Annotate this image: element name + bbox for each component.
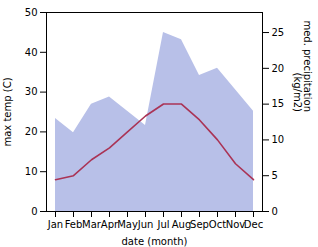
svg-text:20: 20 [25,126,38,137]
svg-text:med. precipitation(kg/m2): med. precipitation(kg/m2) [292,20,313,112]
svg-text:Jan: Jan [47,219,63,230]
svg-text:10: 10 [25,166,38,177]
svg-text:date (month): date (month) [122,236,188,247]
svg-text:40: 40 [25,47,38,58]
svg-text:30: 30 [25,86,38,97]
svg-text:20: 20 [272,63,285,74]
svg-text:max temp (C): max temp (C) [2,77,13,146]
svg-text:Mar: Mar [82,219,102,230]
svg-text:Aug: Aug [172,219,192,230]
svg-text:50: 50 [25,7,38,18]
svg-text:Jun: Jun [137,219,154,230]
svg-text:May: May [117,219,138,230]
svg-text:Apr: Apr [100,218,119,230]
svg-text:Jul: Jul [156,219,169,230]
svg-text:Nov: Nov [226,219,246,230]
svg-text:Dec: Dec [244,219,263,230]
svg-text:Sep: Sep [190,219,209,230]
svg-text:25: 25 [272,27,285,38]
svg-text:0: 0 [272,206,278,217]
svg-text:10: 10 [272,134,285,145]
svg-text:5: 5 [272,170,278,181]
svg-text:0: 0 [31,206,37,217]
svg-text:15: 15 [272,98,285,109]
svg-text:Feb: Feb [65,219,83,230]
svg-text:Oct: Oct [209,219,226,230]
